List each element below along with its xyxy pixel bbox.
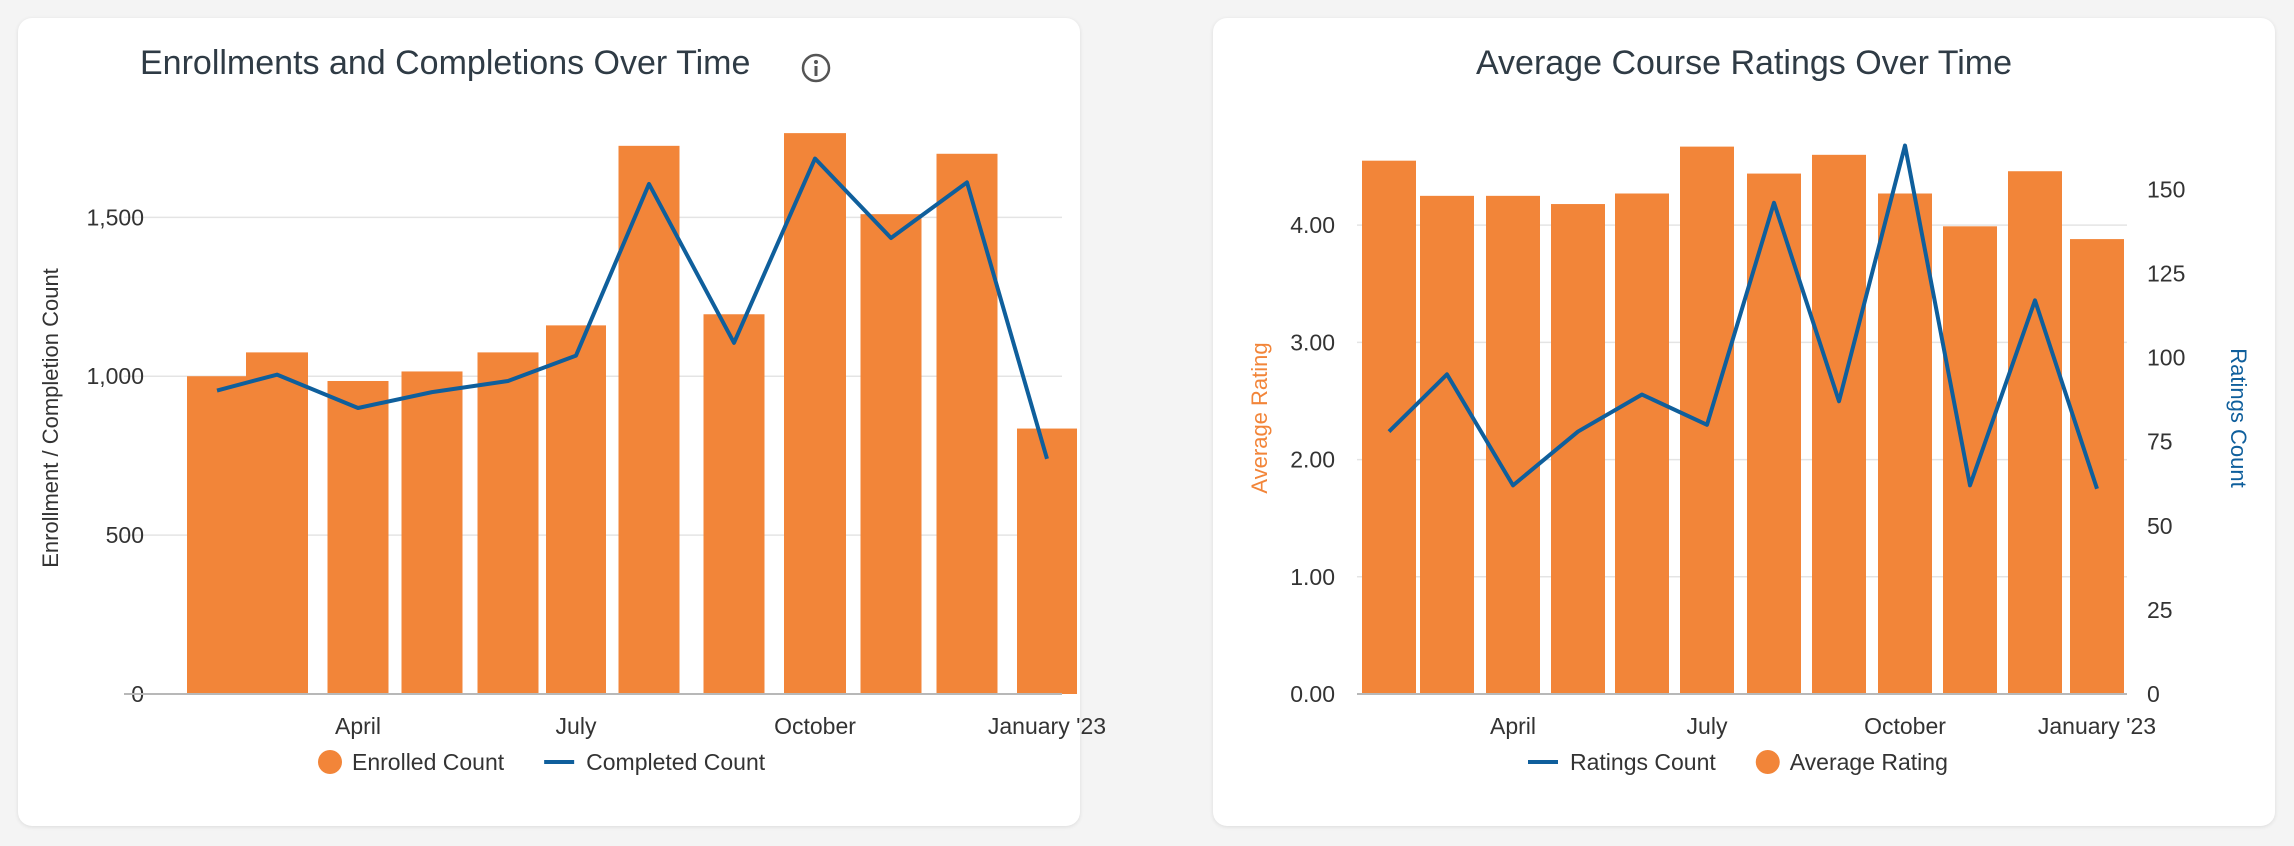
bar bbox=[2070, 239, 2124, 694]
y-tick-label: 1.00 bbox=[1290, 564, 1335, 590]
legend-swatch-circle bbox=[1755, 750, 1780, 774]
bar bbox=[1878, 193, 1932, 694]
bar bbox=[327, 380, 389, 694]
bar bbox=[1017, 428, 1077, 694]
bar bbox=[1486, 195, 1540, 694]
x-tick-label: April bbox=[335, 713, 381, 739]
ratings-chart-card: Average Course Ratings Over Time 0.00 1.0… bbox=[1213, 18, 2275, 826]
legend-swatch-circle bbox=[318, 750, 342, 774]
y2-tick-label: 0 bbox=[2147, 681, 2160, 707]
series-line bbox=[1387, 143, 2099, 490]
y-tick-label: 500 bbox=[106, 522, 144, 548]
y2-tick-label: 25 bbox=[2147, 597, 2173, 623]
series-line bbox=[216, 156, 1049, 460]
bar bbox=[1362, 160, 1416, 695]
bar bbox=[618, 145, 680, 694]
y-axis-title: Enrollment / Completion Count bbox=[38, 268, 63, 568]
bar bbox=[860, 214, 922, 694]
x-tick-label: July bbox=[556, 713, 597, 739]
ratings-chart: Average Course Ratings Over Time 0.00 1.0… bbox=[1247, 44, 2251, 775]
bar bbox=[1747, 173, 1801, 694]
legend-label: Ratings Count bbox=[1570, 749, 1716, 775]
x-tick-label: April bbox=[1490, 713, 1536, 739]
x-tick-label: October bbox=[1864, 713, 1946, 739]
y2-tick-label: 125 bbox=[2147, 260, 2185, 286]
y-tick-label: 2.00 bbox=[1290, 447, 1335, 473]
y-tick-label: 1,500 bbox=[86, 204, 144, 230]
bar bbox=[401, 371, 463, 694]
y2-tick-label: 75 bbox=[2147, 429, 2173, 455]
bar bbox=[1420, 195, 1474, 694]
chart-title: Enrollments and Completions Over Time bbox=[140, 44, 750, 82]
y-tick-label: 1,000 bbox=[86, 363, 144, 389]
y2-tick-label: 150 bbox=[2147, 176, 2185, 202]
bar bbox=[1812, 154, 1866, 694]
enrollments-chart: Enrollments and Completions Over Time 05… bbox=[38, 44, 1106, 775]
bar bbox=[546, 325, 606, 694]
legend-label: Completed Count bbox=[586, 749, 766, 775]
y2-tick-label: 50 bbox=[2147, 513, 2173, 539]
bar bbox=[477, 352, 539, 694]
y-tick-label: 4.00 bbox=[1290, 212, 1335, 238]
bar bbox=[1943, 226, 1997, 694]
x-tick-label: January '23 bbox=[988, 713, 1106, 739]
y-axis-title: Average Rating bbox=[1247, 342, 1272, 493]
y-tick-label: 0.00 bbox=[1290, 681, 1335, 707]
chart-title: Average Course Ratings Over Time bbox=[1476, 44, 2012, 82]
x-tick-label: October bbox=[774, 713, 856, 739]
bar bbox=[2008, 171, 2062, 695]
bar bbox=[187, 376, 247, 694]
bar bbox=[246, 352, 308, 694]
y2-axis-title: Ratings Count bbox=[2226, 348, 2251, 487]
bar bbox=[784, 133, 846, 695]
bar bbox=[703, 314, 765, 694]
info-icon[interactable] bbox=[801, 53, 831, 83]
x-tick-label: July bbox=[1687, 713, 1728, 739]
y-tick-label: 3.00 bbox=[1290, 329, 1335, 355]
legend-label: Enrolled Count bbox=[352, 749, 505, 775]
bar bbox=[936, 153, 998, 694]
x-tick-label: January '23 bbox=[2038, 713, 2156, 739]
bar bbox=[1615, 193, 1669, 694]
y2-tick-label: 100 bbox=[2147, 345, 2185, 371]
legend-label: Average Rating bbox=[1790, 749, 1948, 775]
